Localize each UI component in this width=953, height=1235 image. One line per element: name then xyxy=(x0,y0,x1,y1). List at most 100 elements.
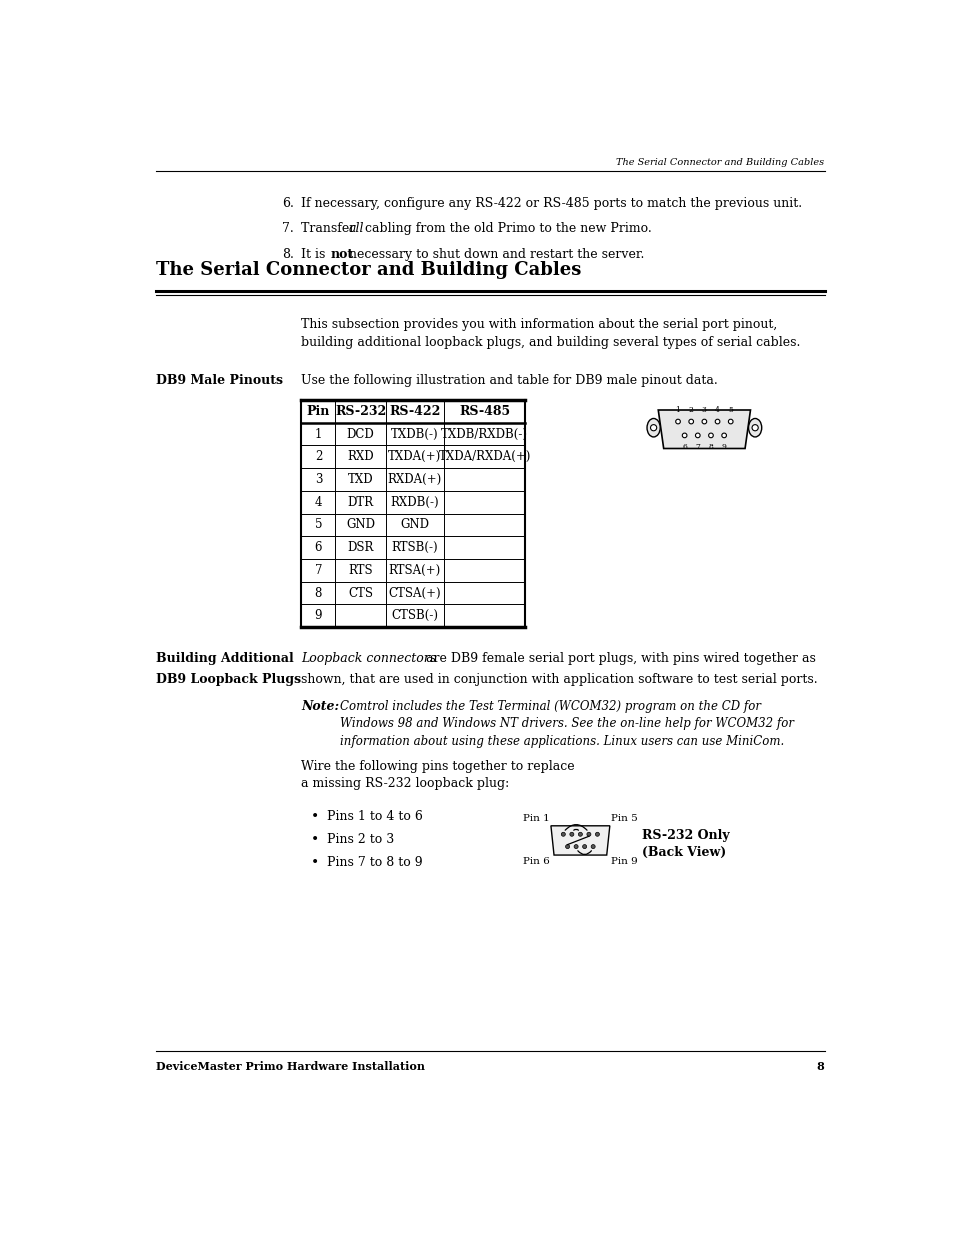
Circle shape xyxy=(565,845,569,848)
Text: RS-232 Only: RS-232 Only xyxy=(641,830,728,842)
Text: shown, that are used in conjunction with application software to test serial por: shown, that are used in conjunction with… xyxy=(301,673,817,687)
Text: 9: 9 xyxy=(720,442,726,451)
Text: •: • xyxy=(310,810,318,824)
Polygon shape xyxy=(550,826,609,855)
Text: 6: 6 xyxy=(681,442,686,451)
Text: RS-232: RS-232 xyxy=(335,405,386,417)
Text: Pin 6: Pin 6 xyxy=(522,857,549,867)
Text: RTSB(-): RTSB(-) xyxy=(391,541,437,555)
Ellipse shape xyxy=(646,419,659,437)
Text: The Serial Connector and Building Cables: The Serial Connector and Building Cables xyxy=(156,262,581,279)
Text: 3: 3 xyxy=(701,406,706,414)
Text: 7.: 7. xyxy=(282,222,294,235)
Circle shape xyxy=(574,845,578,848)
Circle shape xyxy=(681,433,686,437)
Text: 4: 4 xyxy=(314,495,322,509)
Text: 8: 8 xyxy=(708,442,713,451)
Text: RTS: RTS xyxy=(348,564,373,577)
Circle shape xyxy=(586,832,590,836)
Text: 8: 8 xyxy=(816,1061,823,1072)
Text: Pins 7 to 8 to 9: Pins 7 to 8 to 9 xyxy=(327,856,422,869)
Text: DeviceMaster Primo Hardware Installation: DeviceMaster Primo Hardware Installation xyxy=(156,1061,425,1072)
Circle shape xyxy=(701,419,706,424)
Text: Building Additional: Building Additional xyxy=(156,652,294,664)
Circle shape xyxy=(721,433,725,437)
Text: This subsection provides you with information about the serial port pinout,
buil: This subsection provides you with inform… xyxy=(301,317,800,348)
Text: If necessary, configure any RS-422 or RS-485 ports to match the previous unit.: If necessary, configure any RS-422 or RS… xyxy=(301,196,801,210)
Text: necessary to shut down and restart the server.: necessary to shut down and restart the s… xyxy=(344,247,643,261)
Text: cabling from the old Primo to the new Primo.: cabling from the old Primo to the new Pr… xyxy=(360,222,651,235)
Polygon shape xyxy=(658,410,750,448)
Circle shape xyxy=(688,419,693,424)
Text: are DB9 female serial port plugs, with pins wired together as: are DB9 female serial port plugs, with p… xyxy=(421,652,815,664)
Text: Note:: Note: xyxy=(301,699,339,713)
Text: 1: 1 xyxy=(675,406,679,414)
Text: 8: 8 xyxy=(314,587,322,599)
Text: CTS: CTS xyxy=(348,587,373,599)
Text: RTSA(+): RTSA(+) xyxy=(389,564,440,577)
Text: Pin 9: Pin 9 xyxy=(611,857,638,867)
Text: Comtrol includes the Test Terminal (WCOM32) program on the CD for
Windows 98 and: Comtrol includes the Test Terminal (WCOM… xyxy=(340,699,793,747)
Text: RS-485: RS-485 xyxy=(458,405,510,417)
Text: not: not xyxy=(330,247,353,261)
Text: Pins 1 to 4 to 6: Pins 1 to 4 to 6 xyxy=(327,810,422,823)
Text: Pin: Pin xyxy=(307,405,330,417)
Circle shape xyxy=(695,433,700,437)
Text: 7: 7 xyxy=(695,442,700,451)
Text: 7: 7 xyxy=(314,564,322,577)
Text: Loopback connectors: Loopback connectors xyxy=(301,652,436,664)
Text: DB9 Male Pinouts: DB9 Male Pinouts xyxy=(156,374,283,387)
Text: all: all xyxy=(348,222,364,235)
Circle shape xyxy=(708,433,713,437)
Text: TXDA/RXDA(+): TXDA/RXDA(+) xyxy=(438,451,530,463)
Circle shape xyxy=(751,425,758,431)
Text: 2: 2 xyxy=(688,406,693,414)
Circle shape xyxy=(715,419,720,424)
Text: GND: GND xyxy=(346,519,375,531)
Circle shape xyxy=(675,419,679,424)
Text: 2: 2 xyxy=(314,451,322,463)
Text: DCD: DCD xyxy=(347,427,375,441)
Text: Pins 2 to 3: Pins 2 to 3 xyxy=(327,832,394,846)
Text: •: • xyxy=(310,856,318,869)
Ellipse shape xyxy=(748,419,760,437)
Text: 5: 5 xyxy=(314,519,322,531)
Text: TXDA(+): TXDA(+) xyxy=(388,451,441,463)
Circle shape xyxy=(591,845,595,848)
Text: Wire the following pins together to replace
a missing RS-232 loopback plug:: Wire the following pins together to repl… xyxy=(301,760,575,790)
Circle shape xyxy=(582,845,586,848)
Text: RXDA(+): RXDA(+) xyxy=(387,473,441,487)
Text: TXD: TXD xyxy=(348,473,373,487)
Text: 3: 3 xyxy=(314,473,322,487)
Text: DTR: DTR xyxy=(347,495,374,509)
Text: •: • xyxy=(310,832,318,847)
Circle shape xyxy=(650,425,656,431)
Text: CTSA(+): CTSA(+) xyxy=(388,587,440,599)
Text: RXD: RXD xyxy=(347,451,374,463)
Circle shape xyxy=(560,832,565,836)
Text: Transfer: Transfer xyxy=(301,222,359,235)
Text: 6: 6 xyxy=(314,541,322,555)
Text: 5: 5 xyxy=(727,406,733,414)
Text: The Serial Connector and Building Cables: The Serial Connector and Building Cables xyxy=(616,158,823,168)
Text: RXDB(-): RXDB(-) xyxy=(390,495,438,509)
Circle shape xyxy=(578,832,581,836)
Text: 8.: 8. xyxy=(282,247,294,261)
Text: 4: 4 xyxy=(715,406,720,414)
Text: Pin 1: Pin 1 xyxy=(522,815,549,824)
Circle shape xyxy=(569,832,574,836)
Text: DB9 Loopback Plugs: DB9 Loopback Plugs xyxy=(156,673,301,687)
Circle shape xyxy=(728,419,732,424)
Text: TXDB(-): TXDB(-) xyxy=(391,427,438,441)
Text: It is: It is xyxy=(301,247,330,261)
Text: DSR: DSR xyxy=(347,541,374,555)
Text: GND: GND xyxy=(400,519,429,531)
Text: 9: 9 xyxy=(314,609,322,622)
Text: CTSB(-): CTSB(-) xyxy=(391,609,438,622)
Text: (Back View): (Back View) xyxy=(641,846,725,860)
Text: Use the following illustration and table for DB9 male pinout data.: Use the following illustration and table… xyxy=(301,374,718,387)
Text: 1: 1 xyxy=(314,427,322,441)
Text: Pin 5: Pin 5 xyxy=(611,815,638,824)
Text: 6.: 6. xyxy=(282,196,294,210)
Text: TXDB/RXDB(-): TXDB/RXDB(-) xyxy=(440,427,528,441)
